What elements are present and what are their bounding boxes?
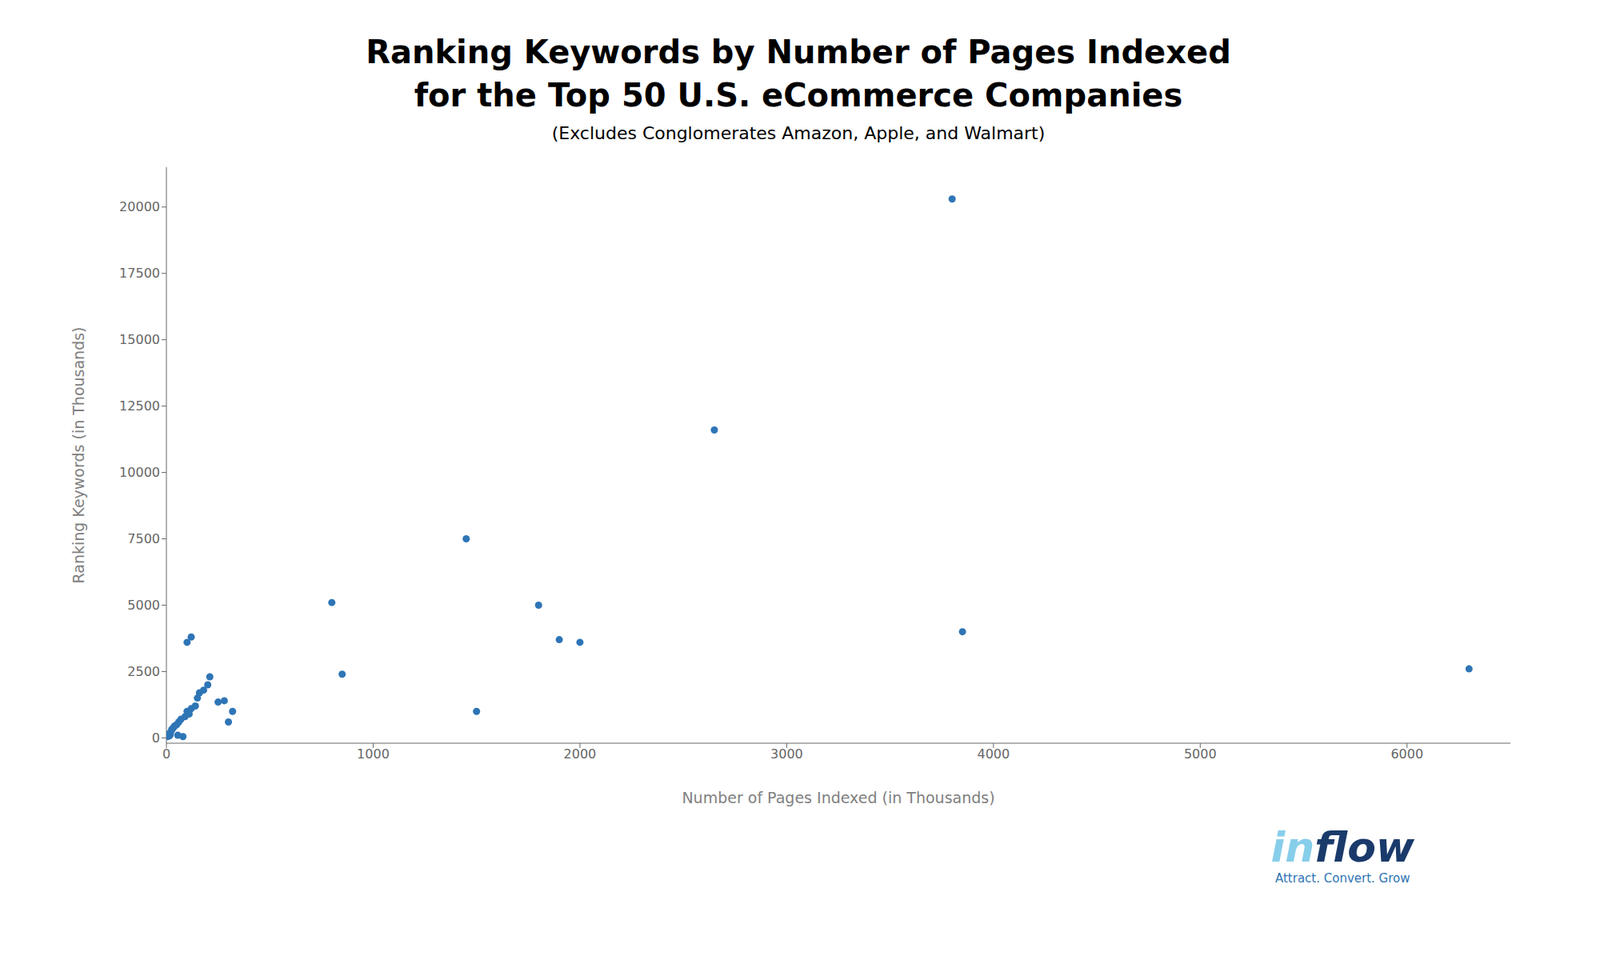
svg-text:4000: 4000	[976, 746, 1010, 762]
svg-text:Number of Pages Indexed (in Th: Number of Pages Indexed (in Thousands)	[681, 788, 995, 807]
html-text:in flow: in flow	[1270, 823, 1415, 872]
svg-text:10000: 10000	[119, 464, 160, 480]
svg-text:15000: 15000	[119, 332, 160, 348]
svg-text:3000: 3000	[770, 746, 804, 762]
svg-text:2000: 2000	[564, 746, 597, 762]
svg-text:5000: 5000	[1184, 746, 1217, 762]
html-text:Ranking Keywords by Number of: Ranking Keywords by Number of Pages Inde…	[365, 33, 1232, 71]
svg-text:6000: 6000	[1390, 746, 1424, 762]
html-text:(Excludes Conglomerates Amazon: (Excludes Conglomerates Amazon, Apple, a…	[551, 123, 1046, 144]
svg-text:7500: 7500	[127, 531, 160, 547]
html-text:for the Top 50 U.S. eCommerce: for the Top 50 U.S. eCommerce Companies	[414, 76, 1183, 114]
html-text:Attract. Convert. Grow: Attract. Convert. Grow	[1275, 871, 1410, 886]
svg-text:2500: 2500	[127, 664, 160, 680]
svg-text:12500: 12500	[119, 398, 160, 414]
svg-text:0: 0	[162, 746, 171, 762]
svg-text:1000: 1000	[356, 746, 390, 762]
svg-text:17500: 17500	[119, 265, 160, 281]
svg-text:5000: 5000	[127, 597, 160, 613]
svg-text:20000: 20000	[119, 199, 160, 215]
svg-text:0: 0	[152, 730, 160, 746]
svg-text:Ranking Keywords (in Thousands: Ranking Keywords (in Thousands)	[69, 326, 88, 584]
